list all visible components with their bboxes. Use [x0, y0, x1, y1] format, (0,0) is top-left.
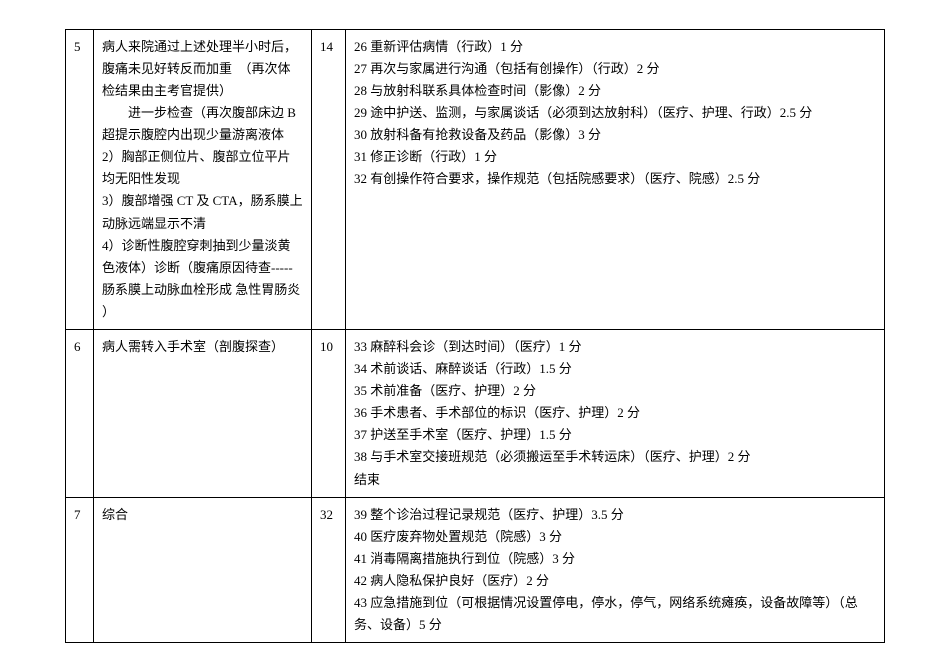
- detail-line: 41 消毒隔离措施执行到位（院感）3 分: [354, 548, 876, 570]
- desc-line: 综合: [102, 504, 303, 526]
- row-score: 32: [312, 497, 346, 643]
- detail-line: 35 术前准备（医疗、护理）2 分: [354, 380, 876, 402]
- row-description: 综合: [94, 497, 312, 643]
- detail-line: 39 整个诊治过程记录规范（医疗、护理）3.5 分: [354, 504, 876, 526]
- detail-line: 结束: [354, 469, 876, 491]
- detail-line: 29 途中护送、监测，与家属谈话（必须到达放射科）（医疗、护理、行政）2.5 分: [354, 102, 876, 124]
- desc-line: 病人需转入手术室（剖腹探查）: [102, 336, 303, 358]
- detail-line: 43 应急措施到位（可根据情况设置停电，停水，停气，网络系统瘫痪，设备故障等）（…: [354, 592, 876, 636]
- detail-line: 34 术前谈话、麻醉谈话（行政）1.5 分: [354, 358, 876, 380]
- document-page: 5病人来院通过上述处理半小时后，腹痛未见好转反而加重 （再次体检结果由主考官提供…: [65, 29, 885, 643]
- detail-line: 42 病人隐私保护良好（医疗）2 分: [354, 570, 876, 592]
- desc-line: 3）腹部增强 CT 及 CTA，肠系膜上动脉远端显示不清: [102, 190, 303, 234]
- row-description: 病人来院通过上述处理半小时后，腹痛未见好转反而加重 （再次体检结果由主考官提供）…: [94, 29, 312, 329]
- table-row: 6病人需转入手术室（剖腹探查）1033 麻醉科会诊（到达时间）（医疗）1 分34…: [66, 330, 885, 498]
- table-body: 5病人来院通过上述处理半小时后，腹痛未见好转反而加重 （再次体检结果由主考官提供…: [66, 29, 885, 642]
- row-score: 14: [312, 29, 346, 329]
- row-score: 10: [312, 330, 346, 498]
- detail-line: 40 医疗废弃物处置规范（院感）3 分: [354, 526, 876, 548]
- detail-line: 38 与手术室交接班规范（必须搬运至手术转运床）（医疗、护理）2 分: [354, 446, 876, 468]
- row-index: 6: [66, 330, 94, 498]
- detail-line: 32 有创操作符合要求，操作规范（包括院感要求）（医疗、院感）2.5 分: [354, 168, 876, 190]
- detail-line: 37 护送至手术室（医疗、护理）1.5 分: [354, 424, 876, 446]
- table-row: 7综合3239 整个诊治过程记录规范（医疗、护理）3.5 分40 医疗废弃物处置…: [66, 497, 885, 643]
- detail-line: 33 麻醉科会诊（到达时间）（医疗）1 分: [354, 336, 876, 358]
- row-details: 39 整个诊治过程记录规范（医疗、护理）3.5 分40 医疗废弃物处置规范（院感…: [346, 497, 885, 643]
- detail-line: 27 再次与家属进行沟通（包括有创操作）（行政）2 分: [354, 58, 876, 80]
- row-index: 7: [66, 497, 94, 643]
- row-details: 26 重新评估病情（行政）1 分27 再次与家属进行沟通（包括有创操作）（行政）…: [346, 29, 885, 329]
- row-details: 33 麻醉科会诊（到达时间）（医疗）1 分34 术前谈话、麻醉谈话（行政）1.5…: [346, 330, 885, 498]
- detail-line: 30 放射科备有抢救设备及药品（影像）3 分: [354, 124, 876, 146]
- row-index: 5: [66, 29, 94, 329]
- scoring-table: 5病人来院通过上述处理半小时后，腹痛未见好转反而加重 （再次体检结果由主考官提供…: [65, 29, 885, 643]
- desc-line: 2）胸部正侧位片、腹部立位平片均无阳性发现: [102, 146, 303, 190]
- detail-line: 26 重新评估病情（行政）1 分: [354, 36, 876, 58]
- detail-line: 28 与放射科联系具体检查时间（影像）2 分: [354, 80, 876, 102]
- desc-line: 病人来院通过上述处理半小时后，腹痛未见好转反而加重 （再次体检结果由主考官提供）: [102, 36, 303, 102]
- desc-line: ）: [102, 301, 303, 323]
- detail-line: 36 手术患者、手术部位的标识（医疗、护理）2 分: [354, 402, 876, 424]
- detail-line: 31 修正诊断（行政）1 分: [354, 146, 876, 168]
- desc-line: 4）诊断性腹腔穿刺抽到少量淡黄色液体）诊断（腹痛原因待查-----肠系膜上动脉血…: [102, 235, 303, 301]
- desc-line: 进一步检查（再次腹部床边 B 超提示腹腔内出现少量游离液体: [102, 102, 303, 146]
- table-row: 5病人来院通过上述处理半小时后，腹痛未见好转反而加重 （再次体检结果由主考官提供…: [66, 29, 885, 329]
- row-description: 病人需转入手术室（剖腹探查）: [94, 330, 312, 498]
